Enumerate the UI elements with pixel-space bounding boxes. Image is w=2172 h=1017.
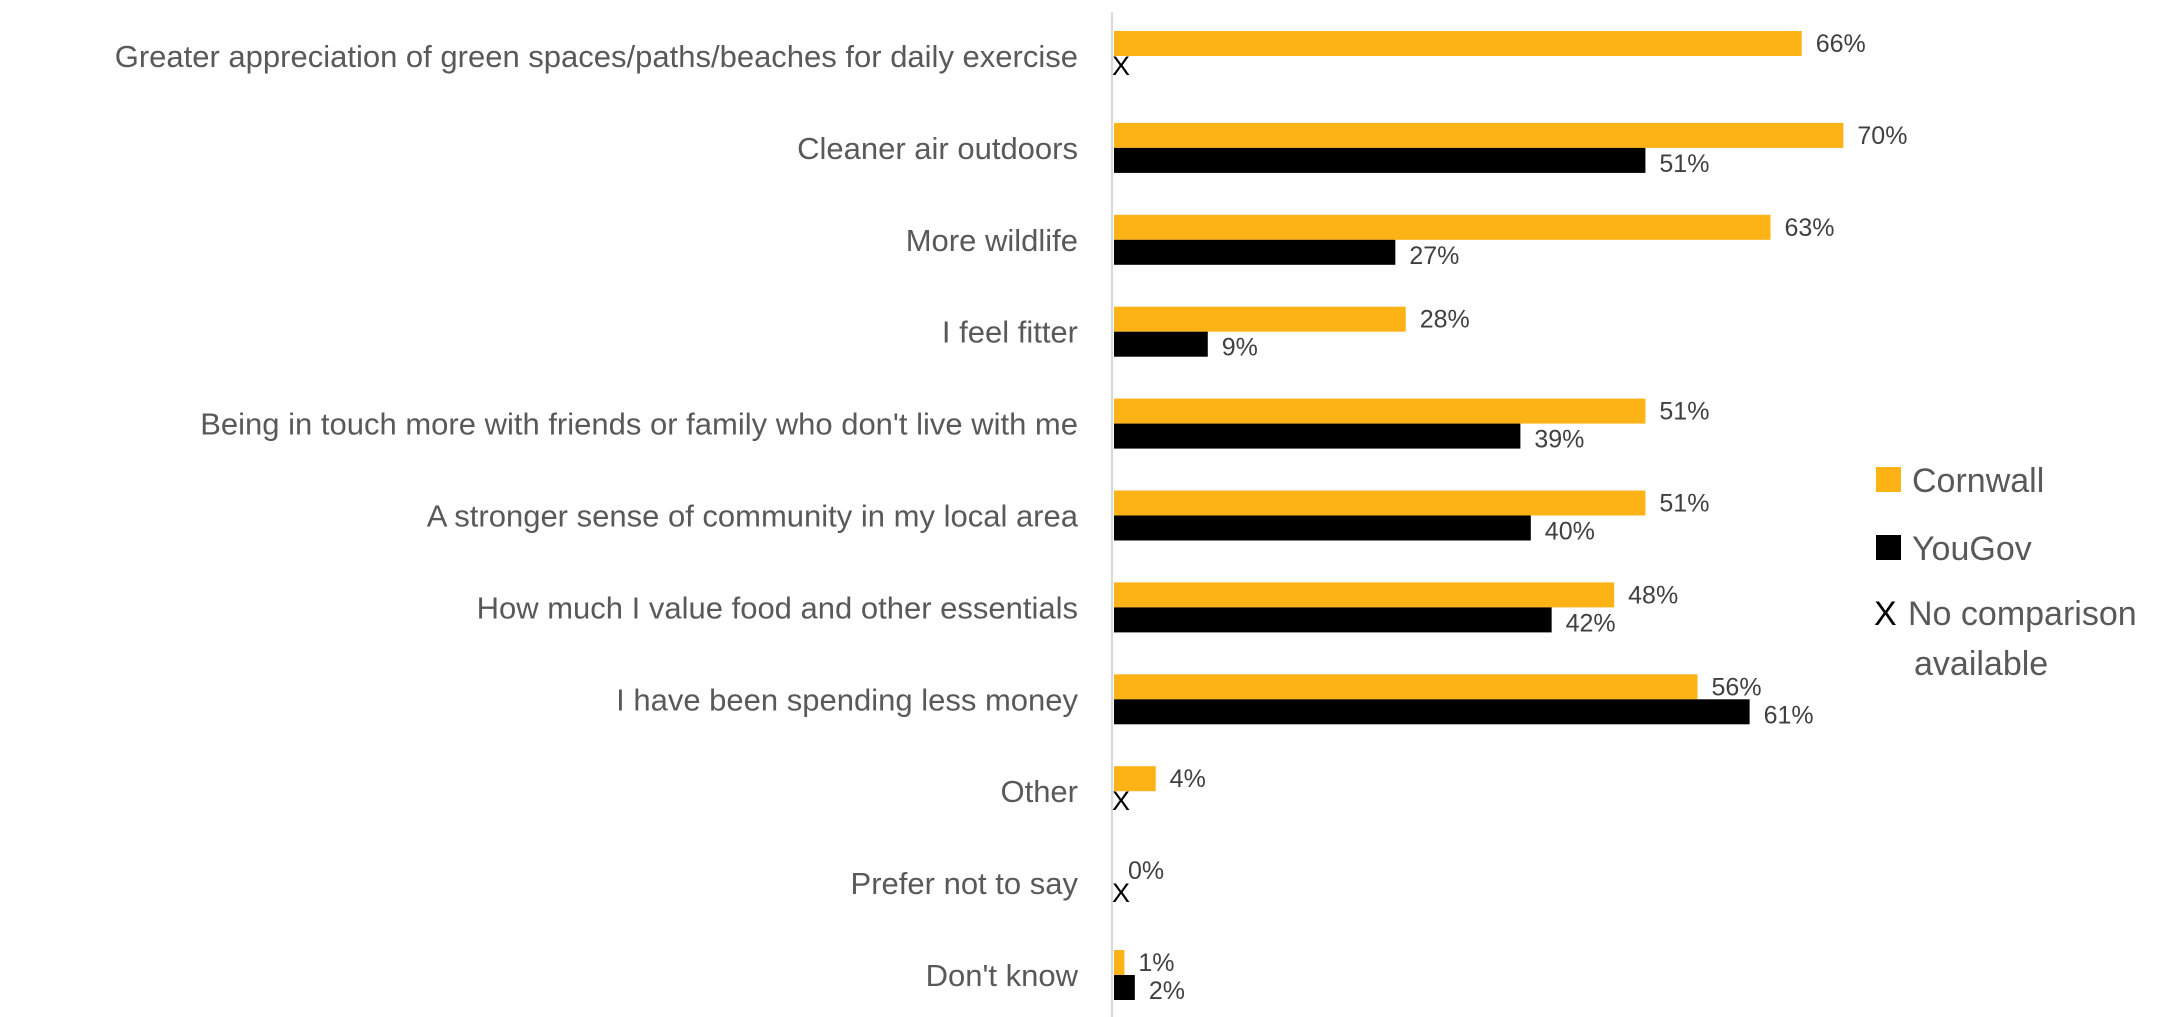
- category-label: Don't know: [926, 958, 1079, 993]
- value-label-cornwall: 28%: [1420, 306, 1470, 334]
- legend-x-icon: X: [1874, 595, 1897, 633]
- value-label-yougov: 27%: [1409, 242, 1459, 270]
- value-label-cornwall: 1%: [1138, 949, 1174, 977]
- value-label-cornwall: 66%: [1816, 30, 1866, 58]
- bar-cornwall: [1114, 766, 1156, 792]
- bar-cornwall: [1114, 306, 1406, 332]
- category-label: Being in touch more with friends or fami…: [200, 407, 1078, 442]
- value-label-cornwall: 4%: [1170, 765, 1206, 793]
- legend-swatch-yougov: [1876, 535, 1901, 560]
- bar-yougov: [1114, 975, 1135, 1000]
- value-label-yougov: 9%: [1222, 334, 1258, 362]
- value-label-yougov: 40%: [1545, 518, 1595, 546]
- no-comparison-x-icon: X: [1112, 51, 1130, 81]
- value-label-yougov: 2%: [1149, 977, 1185, 1005]
- legend: Cornwall YouGov X No comparison availabl…: [1874, 462, 2137, 683]
- value-label-yougov: 51%: [1659, 150, 1709, 178]
- category-label: Prefer not to say: [851, 866, 1079, 901]
- bar-cornwall: [1114, 674, 1698, 700]
- bar-cornwall: [1114, 490, 1646, 516]
- value-label-cornwall: 48%: [1628, 581, 1678, 609]
- value-label-cornwall: 63%: [1784, 214, 1834, 242]
- value-label-cornwall: 0%: [1128, 857, 1164, 885]
- bar-yougov: [1114, 699, 1750, 725]
- category-label: Other: [1000, 774, 1078, 809]
- no-comparison-x-icon: X: [1112, 786, 1130, 816]
- bar-yougov: [1114, 147, 1646, 173]
- bar-cornwall: [1114, 582, 1615, 608]
- bar-yougov: [1114, 607, 1552, 633]
- value-label-yougov: 42%: [1566, 609, 1616, 637]
- legend-label-available: available: [1914, 645, 2048, 683]
- bar-yougov: [1114, 423, 1521, 449]
- bar-cornwall: [1114, 122, 1844, 148]
- legend-swatch-cornwall: [1876, 467, 1901, 492]
- value-label-cornwall: 70%: [1857, 122, 1907, 150]
- legend-label-yougov: YouGov: [1912, 530, 2032, 568]
- legend-label-cornwall: Cornwall: [1912, 462, 2044, 500]
- value-labels: 66% X 70% 51% 63% 27% 28% 9% 51% 39% 51% 40% 48% 42% 5…: [1112, 30, 1907, 1005]
- category-label: I feel fitter: [942, 315, 1078, 350]
- bar-cornwall: [1114, 398, 1646, 424]
- bar-yougov: [1114, 515, 1531, 541]
- bars: [1114, 31, 1844, 1000]
- category-label: How much I value food and other essentia…: [477, 590, 1078, 625]
- bar-cornwall: [1114, 31, 1802, 56]
- value-label-cornwall: 56%: [1712, 673, 1762, 701]
- value-label-yougov: 39%: [1534, 426, 1584, 454]
- category-label: Cleaner air outdoors: [797, 131, 1078, 166]
- category-label: More wildlife: [906, 223, 1078, 258]
- bar-cornwall: [1114, 950, 1125, 975]
- value-label-yougov: 61%: [1764, 701, 1814, 729]
- no-comparison-x-icon: X: [1112, 878, 1130, 908]
- bar-cornwall: [1114, 214, 1771, 240]
- category-labels: Greater appreciation of green spaces/pat…: [115, 39, 1079, 993]
- category-label: A stronger sense of community in my loca…: [427, 499, 1079, 534]
- bar-yougov: [1114, 331, 1208, 357]
- legend-label-no-comparison: No comparison: [1908, 595, 2137, 633]
- category-label: Greater appreciation of green spaces/pat…: [115, 39, 1078, 74]
- category-label: I have been spending less money: [616, 682, 1078, 717]
- value-label-cornwall: 51%: [1659, 490, 1709, 518]
- bar-yougov: [1114, 239, 1396, 265]
- value-label-cornwall: 51%: [1659, 398, 1709, 426]
